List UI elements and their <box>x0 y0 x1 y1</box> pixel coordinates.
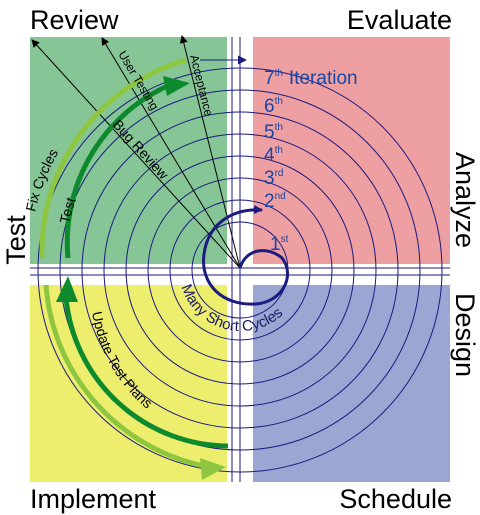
iteration-rings <box>37 67 443 473</box>
evaluate-quadrant <box>253 37 450 264</box>
green-cycle-arrows <box>39 57 229 480</box>
axis-lines <box>30 37 450 482</box>
iteration-7: 7th Iteration <box>264 68 358 89</box>
schedule-quadrant <box>253 285 450 482</box>
radial-arrows <box>31 35 241 269</box>
iteration-4: 4th <box>264 145 283 166</box>
implement-quadrant <box>30 285 227 482</box>
test-arc-label: Test <box>56 195 78 225</box>
corner-review: Review <box>30 5 119 35</box>
corner-evaluate: Evaluate <box>347 5 452 35</box>
iteration-3: 3rd <box>264 168 283 189</box>
side-analyze: Analyze <box>450 152 480 248</box>
inner-spiral <box>202 204 289 306</box>
iteration-labels: 1st 2nd 3rd 4th 5th 6th 7th Iteration <box>264 68 358 255</box>
iteration-1: 1st <box>270 234 289 255</box>
corner-implement: Implement <box>30 484 157 514</box>
corner-schedule: Schedule <box>339 484 452 514</box>
iteration-6: 6th <box>264 96 283 117</box>
review-quadrant <box>30 37 227 264</box>
iteration-5: 5th <box>264 122 283 143</box>
side-test: Test <box>1 215 31 265</box>
iteration-2: 2nd <box>264 191 286 212</box>
side-design: Design <box>450 293 480 377</box>
